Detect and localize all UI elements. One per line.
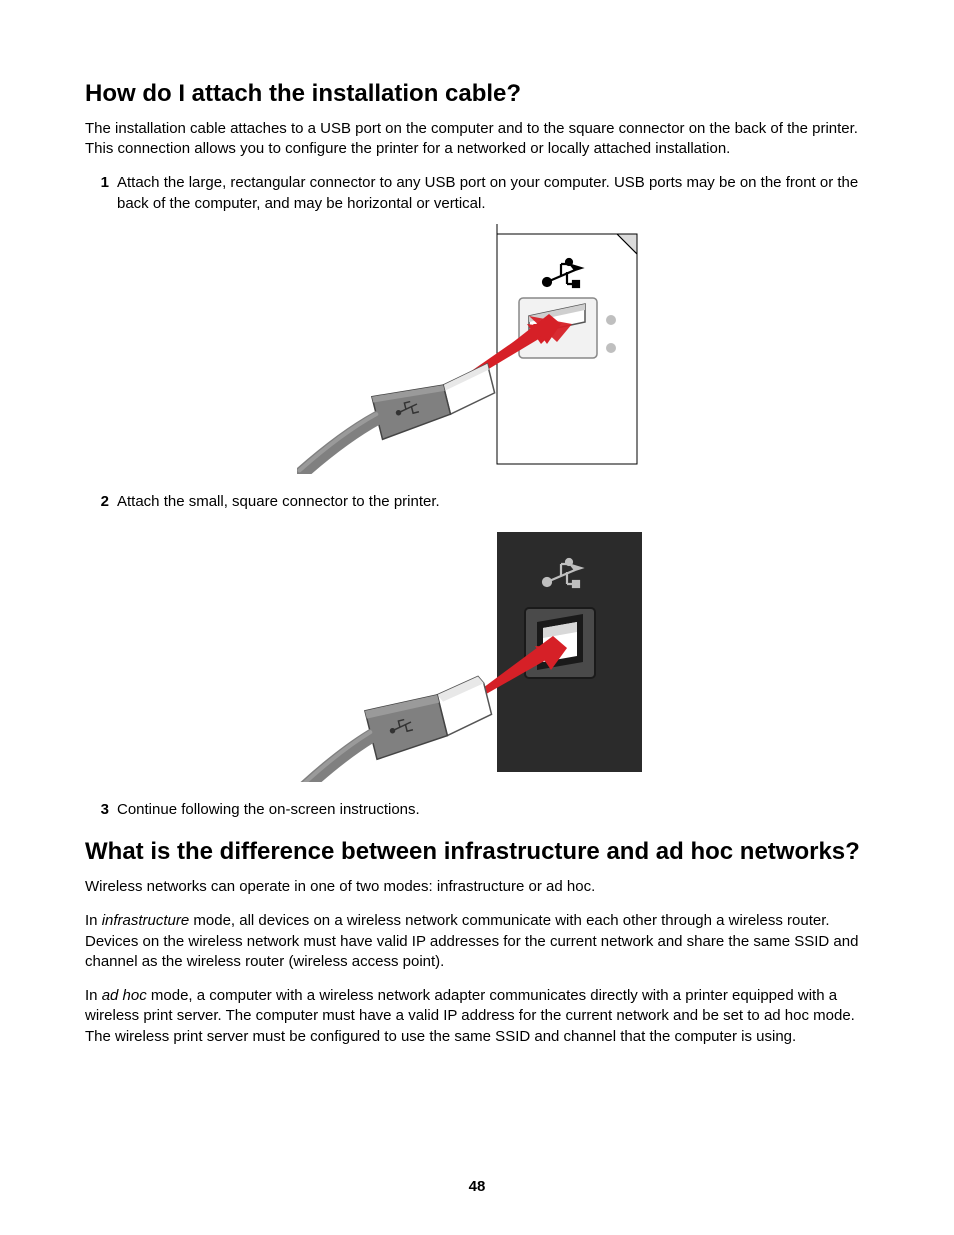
- step-number: 3: [85, 800, 109, 820]
- steps-list: 2 Attach the small, square connector to …: [85, 492, 869, 512]
- section-heading-installation-cable: How do I attach the installation cable?: [85, 80, 869, 109]
- text-run: In: [85, 987, 102, 1004]
- document-page: How do I attach the installation cable? …: [0, 0, 954, 1235]
- page-number: 48: [0, 1178, 954, 1195]
- figure-usb-printer: [85, 522, 869, 782]
- section-heading-networks: What is the difference between infrastru…: [85, 838, 869, 867]
- intro-paragraph: The installation cable attaches to a USB…: [85, 119, 869, 160]
- step-number: 2: [85, 492, 109, 512]
- usb-computer-diagram: [297, 224, 657, 474]
- step-item: 3 Continue following the on-screen instr…: [85, 800, 869, 820]
- networks-para-2: In infrastructure mode, all devices on a…: [85, 911, 869, 972]
- text-run: mode, a computer with a wireless network…: [85, 987, 855, 1045]
- figure-usb-computer: [85, 224, 869, 474]
- text-run: In: [85, 912, 102, 929]
- emphasis-infrastructure: infrastructure: [102, 912, 190, 929]
- usb-printer-diagram: [297, 522, 657, 782]
- steps-list: 1 Attach the large, rectangular connecto…: [85, 173, 869, 214]
- text-run: mode, all devices on a wireless network …: [85, 912, 858, 970]
- step-text: Continue following the on-screen instruc…: [117, 800, 869, 820]
- steps-list: 3 Continue following the on-screen instr…: [85, 800, 869, 820]
- step-item: 2 Attach the small, square connector to …: [85, 492, 869, 512]
- step-text: Attach the small, square connector to th…: [117, 492, 869, 512]
- networks-para-3: In ad hoc mode, a computer with a wirele…: [85, 986, 869, 1047]
- emphasis-adhoc: ad hoc: [102, 987, 147, 1004]
- step-item: 1 Attach the large, rectangular connecto…: [85, 173, 869, 214]
- networks-para-1: Wireless networks can operate in one of …: [85, 877, 869, 897]
- step-number: 1: [85, 173, 109, 214]
- step-text: Attach the large, rectangular connector …: [117, 173, 869, 214]
